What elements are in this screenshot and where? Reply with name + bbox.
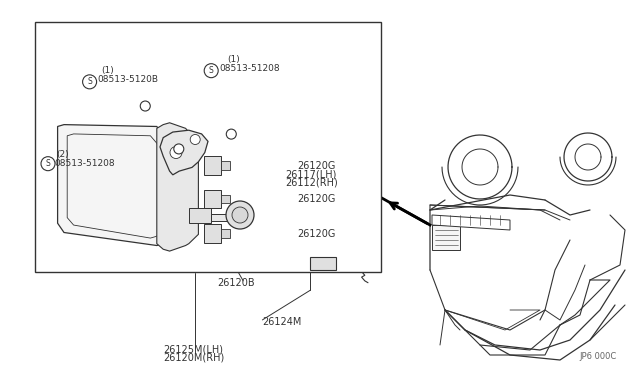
Polygon shape [189,208,211,223]
Circle shape [227,129,236,139]
Text: (1): (1) [227,55,240,64]
Polygon shape [58,125,170,246]
Polygon shape [157,123,198,251]
Bar [35,22,381,272]
Text: S: S [209,66,214,75]
Circle shape [190,135,200,144]
Text: 26120G: 26120G [298,194,336,204]
Circle shape [83,75,97,89]
Polygon shape [432,225,460,250]
Circle shape [174,144,184,154]
Text: 08513-51208: 08513-51208 [54,159,115,168]
Circle shape [232,207,248,223]
Text: (2): (2) [56,150,69,159]
Text: (1): (1) [101,66,114,75]
Text: 08513-51208: 08513-51208 [219,64,280,73]
Text: 26120G: 26120G [298,229,336,238]
Polygon shape [67,134,160,238]
Text: 26117(LH): 26117(LH) [285,170,336,180]
Polygon shape [221,229,230,238]
Polygon shape [160,130,208,175]
Polygon shape [204,224,221,243]
Circle shape [226,201,254,229]
Text: 26124M: 26124M [262,317,302,327]
Text: S: S [87,77,92,86]
Text: S: S [45,159,51,168]
Text: 26120B: 26120B [218,278,255,288]
Polygon shape [204,156,221,175]
Text: JP6 000C: JP6 000C [579,352,616,361]
Circle shape [170,147,182,158]
Text: 08513-5120B: 08513-5120B [97,76,158,84]
Polygon shape [432,215,510,230]
Circle shape [204,64,218,78]
Text: 26125M(LH): 26125M(LH) [163,345,223,355]
Text: 26120G: 26120G [298,161,336,170]
Polygon shape [310,257,336,270]
Text: 26112(RH): 26112(RH) [285,177,337,187]
Circle shape [140,101,150,111]
Polygon shape [211,214,227,221]
Polygon shape [221,161,230,170]
Polygon shape [204,190,221,208]
Circle shape [41,157,55,171]
Polygon shape [221,195,230,203]
Text: 26120M(RH): 26120M(RH) [163,352,225,362]
